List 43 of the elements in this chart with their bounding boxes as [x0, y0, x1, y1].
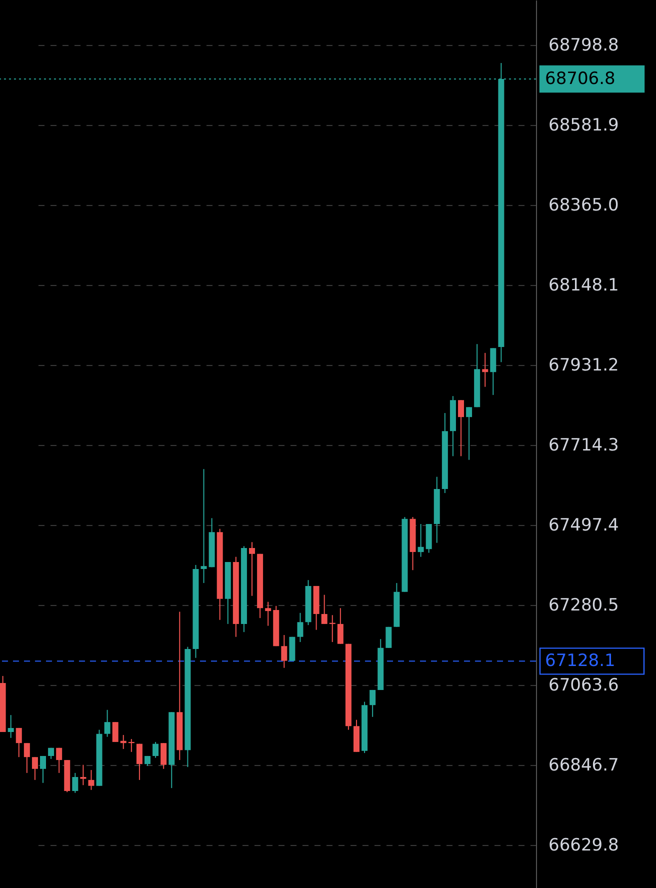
candlestick	[24, 742, 30, 774]
candlestick	[32, 756, 38, 780]
y-tick-label: 68365.0	[548, 196, 619, 216]
candlestick	[80, 764, 86, 786]
ref-line-label: 67128.1	[545, 651, 616, 672]
candlestick	[8, 714, 14, 738]
candlestick	[104, 709, 110, 738]
candlestick	[120, 734, 126, 750]
y-tick-label: 66629.8	[548, 835, 619, 856]
candlestick	[249, 542, 255, 596]
y-tick-label: 67063.6	[548, 675, 619, 696]
candlestick	[160, 742, 167, 770]
y-tick-label: 67931.2	[548, 356, 619, 376]
y-tick-label: 67280.5	[548, 595, 619, 616]
candlestick	[337, 608, 344, 644]
y-tick-label: 68148.1	[548, 276, 619, 296]
y-tick-label: 67497.4	[548, 515, 619, 536]
candlestick	[321, 594, 328, 624]
candlestick	[56, 747, 62, 774]
candlestick	[289, 636, 296, 662]
candlestick	[297, 612, 304, 643]
y-tick-label: 66846.7	[548, 755, 619, 776]
candlestick	[16, 727, 22, 758]
candlestick	[88, 769, 94, 790]
y-tick-label: 68581.9	[548, 116, 619, 136]
candlestick	[265, 601, 272, 626]
candlestick	[370, 689, 376, 718]
ref-line-label: 68706.8	[545, 68, 616, 89]
candlestick	[72, 772, 78, 794]
candlestick	[482, 352, 488, 388]
candlestick	[490, 348, 496, 396]
candlestick	[458, 400, 464, 457]
candlestick	[466, 406, 472, 460]
y-tick-label: 68798.8	[548, 36, 619, 56]
candlestick	[200, 468, 207, 584]
candlestick	[40, 755, 46, 784]
candlestick	[418, 524, 424, 558]
candlestick	[281, 634, 288, 668]
candlestick	[152, 741, 159, 758]
y-tick-label: 67714.3	[548, 435, 619, 456]
candlestick	[386, 626, 392, 648]
candlestick	[136, 743, 142, 780]
candlestick	[112, 722, 118, 742]
